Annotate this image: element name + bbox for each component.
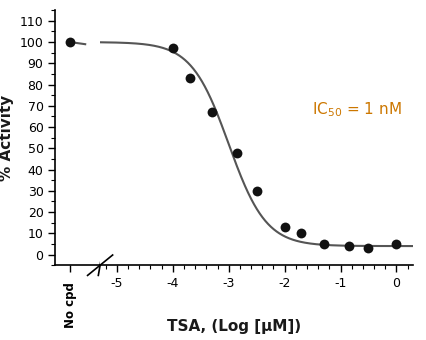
Point — [234, 150, 241, 155]
Point — [345, 243, 352, 249]
Text: No cpd: No cpd — [64, 282, 77, 328]
Text: IC$_{50}$ = 1 nM: IC$_{50}$ = 1 nM — [313, 101, 402, 119]
Point — [253, 188, 260, 193]
Point — [281, 224, 288, 230]
Point — [365, 245, 372, 251]
Point — [170, 46, 176, 51]
Point — [209, 109, 215, 115]
Point — [67, 39, 74, 45]
Text: TSA, (Log [μM]): TSA, (Log [μM]) — [167, 319, 301, 334]
Point — [320, 241, 327, 247]
Point — [393, 241, 400, 247]
Y-axis label: % Activity: % Activity — [0, 95, 14, 181]
Point — [298, 231, 305, 236]
Point — [186, 75, 193, 81]
